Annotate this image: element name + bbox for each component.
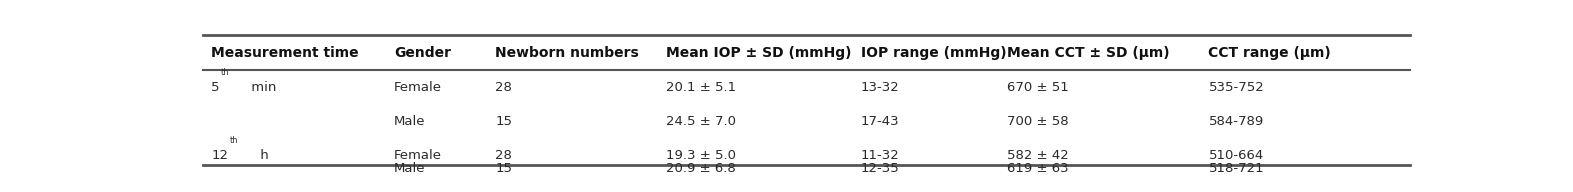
Text: Male: Male bbox=[395, 162, 426, 175]
Text: 12: 12 bbox=[211, 149, 228, 162]
Text: Gender: Gender bbox=[395, 46, 451, 60]
Text: CCT range (µm): CCT range (µm) bbox=[1208, 46, 1331, 60]
Text: 12-35: 12-35 bbox=[860, 162, 900, 175]
Text: 11-32: 11-32 bbox=[860, 149, 900, 162]
Text: 510-664: 510-664 bbox=[1208, 149, 1263, 162]
Text: 24.5 ± 7.0: 24.5 ± 7.0 bbox=[665, 115, 736, 128]
Text: 518-721: 518-721 bbox=[1208, 162, 1265, 175]
Text: 19.3 ± 5.0: 19.3 ± 5.0 bbox=[665, 149, 736, 162]
Text: 28: 28 bbox=[495, 149, 513, 162]
Text: min: min bbox=[247, 81, 277, 94]
Text: th: th bbox=[230, 136, 238, 145]
Text: h: h bbox=[256, 149, 269, 162]
Text: Mean IOP ± SD (mmHg): Mean IOP ± SD (mmHg) bbox=[665, 46, 851, 60]
Text: 20.1 ± 5.1: 20.1 ± 5.1 bbox=[665, 81, 736, 94]
Text: Female: Female bbox=[395, 149, 442, 162]
Text: 5: 5 bbox=[211, 81, 220, 94]
Text: th: th bbox=[220, 68, 230, 77]
Text: 670 ± 51: 670 ± 51 bbox=[1007, 81, 1070, 94]
Text: 582 ± 42: 582 ± 42 bbox=[1007, 149, 1070, 162]
Text: 28: 28 bbox=[495, 81, 513, 94]
Text: 700 ± 58: 700 ± 58 bbox=[1007, 115, 1070, 128]
Text: Mean CCT ± SD (µm): Mean CCT ± SD (µm) bbox=[1007, 46, 1170, 60]
Text: 17-43: 17-43 bbox=[860, 115, 900, 128]
Text: 584-789: 584-789 bbox=[1208, 115, 1263, 128]
Text: 15: 15 bbox=[495, 162, 513, 175]
Text: 619 ± 63: 619 ± 63 bbox=[1007, 162, 1070, 175]
Text: Female: Female bbox=[395, 81, 442, 94]
Text: Newborn numbers: Newborn numbers bbox=[495, 46, 639, 60]
Text: 535-752: 535-752 bbox=[1208, 81, 1265, 94]
Text: IOP range (mmHg): IOP range (mmHg) bbox=[860, 46, 1007, 60]
Text: Male: Male bbox=[395, 115, 426, 128]
Text: 13-32: 13-32 bbox=[860, 81, 900, 94]
Text: Measurement time: Measurement time bbox=[211, 46, 359, 60]
Text: 15: 15 bbox=[495, 115, 513, 128]
Text: 20.9 ± 6.8: 20.9 ± 6.8 bbox=[665, 162, 736, 175]
